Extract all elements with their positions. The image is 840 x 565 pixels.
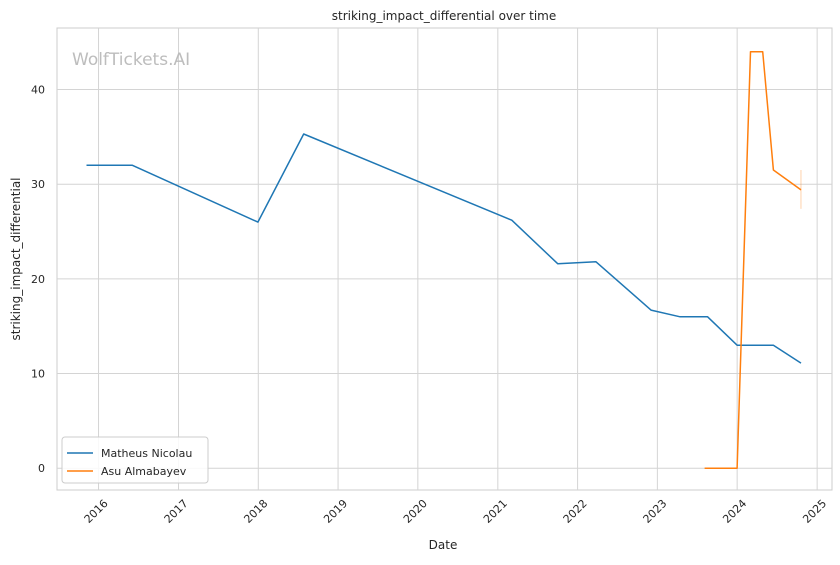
y-axis-title: striking_impact_differential <box>9 177 23 340</box>
x-tick-label: 2017 <box>162 497 191 526</box>
x-tick-label: 2016 <box>82 497 111 526</box>
legend: Matheus Nicolau Asu Almabayev <box>61 436 209 484</box>
legend-box <box>61 436 209 484</box>
watermark: WolfTickets.AI <box>72 50 190 70</box>
y-tick-label: 40 <box>31 84 45 97</box>
legend-label-matheus-nicolau: Matheus Nicolau <box>101 447 192 460</box>
x-tick-label: 2019 <box>321 497 350 526</box>
y-tick-label: 10 <box>31 368 45 381</box>
x-tick-label: 2021 <box>481 497 510 526</box>
y-tick-label: 30 <box>31 178 45 191</box>
series-line-matheus-nicolau <box>86 133 802 364</box>
chart-title: striking_impact_differential over time <box>332 9 557 23</box>
x-tick-label: 2023 <box>641 497 670 526</box>
series-layer <box>86 50 802 469</box>
plot-area <box>56 27 833 491</box>
y-tick-label: 20 <box>31 273 45 286</box>
x-axis-title: Date <box>429 538 458 552</box>
series-line-asu-almabayev <box>704 50 802 469</box>
x-tick-label: 2024 <box>720 497 749 526</box>
x-tick-label: 2020 <box>401 497 430 526</box>
x-tick-label: 2018 <box>241 497 270 526</box>
legend-label-asu-almabayev: Asu Almabayev <box>101 465 187 478</box>
x-tick-label: 2022 <box>561 497 590 526</box>
x-tick-label: 2025 <box>800 497 829 526</box>
y-tick-label: 0 <box>38 462 45 475</box>
